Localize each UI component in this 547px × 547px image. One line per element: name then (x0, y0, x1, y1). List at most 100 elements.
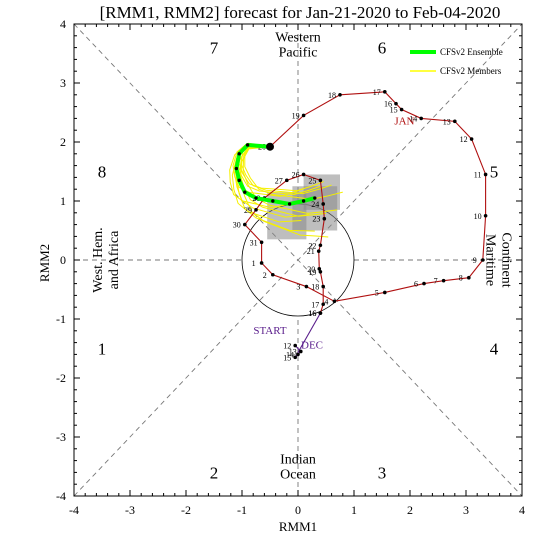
day-label: 12 (460, 135, 468, 144)
track-point (318, 178, 323, 183)
track-point (321, 202, 326, 206)
y-tick-label: 1 (60, 194, 66, 208)
member-track (232, 143, 304, 197)
ensemble-point (287, 202, 292, 206)
day-label: 18 (311, 283, 319, 292)
phase-number-4: 4 (490, 340, 499, 359)
track-point (317, 267, 322, 271)
day-label: 8 (459, 274, 463, 283)
region-label-top: Pacific (279, 45, 318, 60)
phase-number-8: 8 (98, 163, 107, 182)
track-point (483, 213, 488, 218)
day-label: 21 (307, 247, 315, 256)
day-label: 15 (283, 353, 291, 362)
y-tick-label: -1 (56, 312, 66, 326)
track-point (453, 119, 457, 124)
x-tick-label: 3 (463, 503, 469, 517)
day-label: 26 (292, 170, 300, 179)
phase-number-3: 3 (378, 463, 387, 482)
month-label-start: START (253, 325, 287, 337)
track-point (383, 90, 387, 94)
day-label: 3 (296, 283, 300, 292)
y-tick-label: -2 (56, 371, 66, 385)
member-track (229, 144, 293, 209)
y-tick-label: 0 (60, 253, 66, 267)
track-point (419, 116, 424, 121)
day-label: 6 (414, 280, 418, 289)
day-label: 7 (434, 277, 438, 286)
y-tick-label: 4 (60, 17, 66, 31)
day-label: 29 (244, 206, 252, 215)
legend-label: CFSv2 Members (440, 66, 502, 76)
phase-number-7: 7 (210, 39, 219, 58)
day-label: 13 (289, 347, 297, 356)
track-point (383, 290, 387, 295)
day-label: 12 (283, 342, 291, 351)
region-label-top: Western (275, 31, 321, 46)
track-point (299, 349, 303, 354)
ensemble-point (301, 199, 306, 203)
day-label: 15 (390, 106, 398, 115)
day-label: 14 (409, 114, 417, 123)
region-label-right: Continent (498, 232, 513, 287)
day-label: 1 (252, 259, 256, 268)
phase-number-5: 5 (490, 163, 499, 182)
forecast-start-marker (266, 142, 274, 151)
track-point (399, 107, 404, 112)
ensemble-point (243, 190, 247, 194)
day-label: 11 (474, 170, 482, 179)
track-point (332, 299, 337, 304)
day-label: 14 (286, 350, 294, 359)
y-axis-label: RMM2 (37, 244, 52, 282)
day-label: 5 (375, 288, 379, 297)
ensemble-point (313, 196, 317, 200)
month-label-dec: DEC (301, 340, 323, 352)
ensemble-point (245, 143, 250, 147)
x-tick-label: -4 (69, 503, 79, 517)
track-point (318, 311, 323, 315)
day-label: 30 (233, 221, 241, 230)
diagonal-line (73, 23, 523, 497)
track-point (293, 355, 298, 360)
x-tick-label: 1 (351, 503, 357, 517)
day-label: 4 (324, 297, 328, 306)
track-point (301, 172, 306, 177)
phase-number-1: 1 (98, 340, 107, 359)
track-point (318, 270, 323, 274)
day-label: 19 (292, 111, 300, 120)
track-point (318, 243, 323, 248)
day-label: 17 (373, 88, 381, 97)
day-label: 2 (263, 271, 267, 280)
track-point (271, 272, 275, 277)
track-point (338, 93, 342, 97)
track-point (285, 178, 289, 183)
track-point (293, 343, 298, 348)
y-tick-label: 3 (60, 76, 66, 90)
day-label: 9 (473, 256, 477, 265)
track-point (481, 258, 485, 262)
phase-number-2: 2 (210, 463, 219, 482)
member-track (244, 143, 343, 200)
y-tick-label: -3 (56, 430, 66, 444)
day-label: 23 (312, 215, 320, 224)
day-label: 22 (308, 241, 316, 250)
x-axis-label: RMM1 (279, 519, 317, 534)
day-label: 10 (474, 212, 482, 221)
region-label-left: and Africa (107, 230, 122, 289)
legend-label: CFSv2 Ensemble (440, 47, 503, 57)
track-point (254, 208, 258, 212)
day-label: 19 (308, 268, 316, 277)
ensemble-point (237, 152, 241, 156)
track-point (321, 302, 326, 307)
region-label-right: Maritime (482, 234, 497, 286)
ensemble-point (237, 178, 241, 183)
x-tick-label: 4 (519, 503, 525, 517)
track-point (301, 113, 306, 118)
track-point (322, 216, 327, 221)
x-tick-label: 2 (407, 503, 413, 517)
chart-title: [RMM1, RMM2] forecast for Jan-21-2020 to… (100, 3, 501, 22)
track-point (467, 275, 471, 280)
track-point (304, 284, 309, 289)
